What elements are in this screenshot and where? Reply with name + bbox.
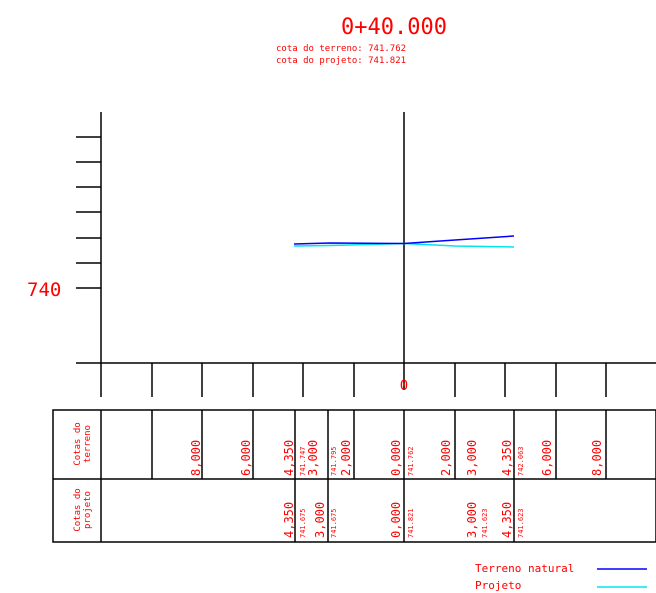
project-value: 741.623 (517, 508, 525, 538)
project-row-title-1: Cotas do (73, 488, 83, 531)
terrain-values: 8,000 6,000 4,350 3,000 741.747 741.795 … (189, 440, 604, 476)
terrain-value: 742.063 (517, 446, 525, 476)
vertical-axis (76, 112, 102, 363)
project-value: 741.675 (299, 508, 307, 538)
project-value: 741.623 (481, 508, 489, 538)
terrain-value: 2,000 (339, 440, 353, 476)
station-title: 0+40.000 (341, 15, 447, 40)
project-value: 4,350 (282, 502, 296, 538)
terrain-value: 2,000 (439, 440, 453, 476)
project-value: 4,350 (500, 502, 514, 538)
terrain-value: 4,350 (282, 440, 296, 476)
project-value: 0,000 (389, 502, 403, 538)
terrain-line (293, 235, 515, 245)
terrain-value: 0,000 (389, 440, 403, 476)
terrain-value: 741.747 (299, 446, 307, 476)
project-value: 741.821 (407, 508, 415, 538)
terrain-value: 8,000 (590, 440, 604, 476)
project-elevation-label: cota do projeto: 741.821 (276, 56, 406, 66)
terrain-value: 3,000 (306, 440, 320, 476)
legend-project-label: Projeto (475, 579, 521, 592)
project-value: 3,000 (465, 502, 479, 538)
terrain-value: 8,000 (189, 440, 203, 476)
project-values: 4,350 741.675 3,000 741.675 0,000 741.82… (282, 502, 525, 538)
y-axis-label-740: 740 (27, 279, 61, 301)
project-value: 741.675 (330, 508, 338, 538)
terrain-value: 6,000 (239, 440, 253, 476)
terrain-row-title-2: terreno (83, 425, 93, 463)
legend-terrain-label: Terreno natural (475, 562, 574, 575)
project-value: 3,000 (313, 502, 327, 538)
terrain-value: 741.795 (330, 446, 338, 476)
legend: Terreno natural Projeto (475, 562, 647, 592)
terrain-elevation-label: cota do terreno: 741.762 (276, 44, 406, 54)
terrain-value: 3,000 (465, 440, 479, 476)
x-axis-center-label: 0 (400, 378, 408, 394)
elevation-table (52, 409, 656, 543)
project-row-title-2: projeto (83, 491, 93, 529)
terrain-value: 6,000 (540, 440, 554, 476)
terrain-row-title-1: Cotas do (73, 422, 83, 465)
horizontal-axis (76, 362, 656, 397)
terrain-value: 4,350 (500, 440, 514, 476)
terrain-value: 741.762 (407, 446, 415, 476)
